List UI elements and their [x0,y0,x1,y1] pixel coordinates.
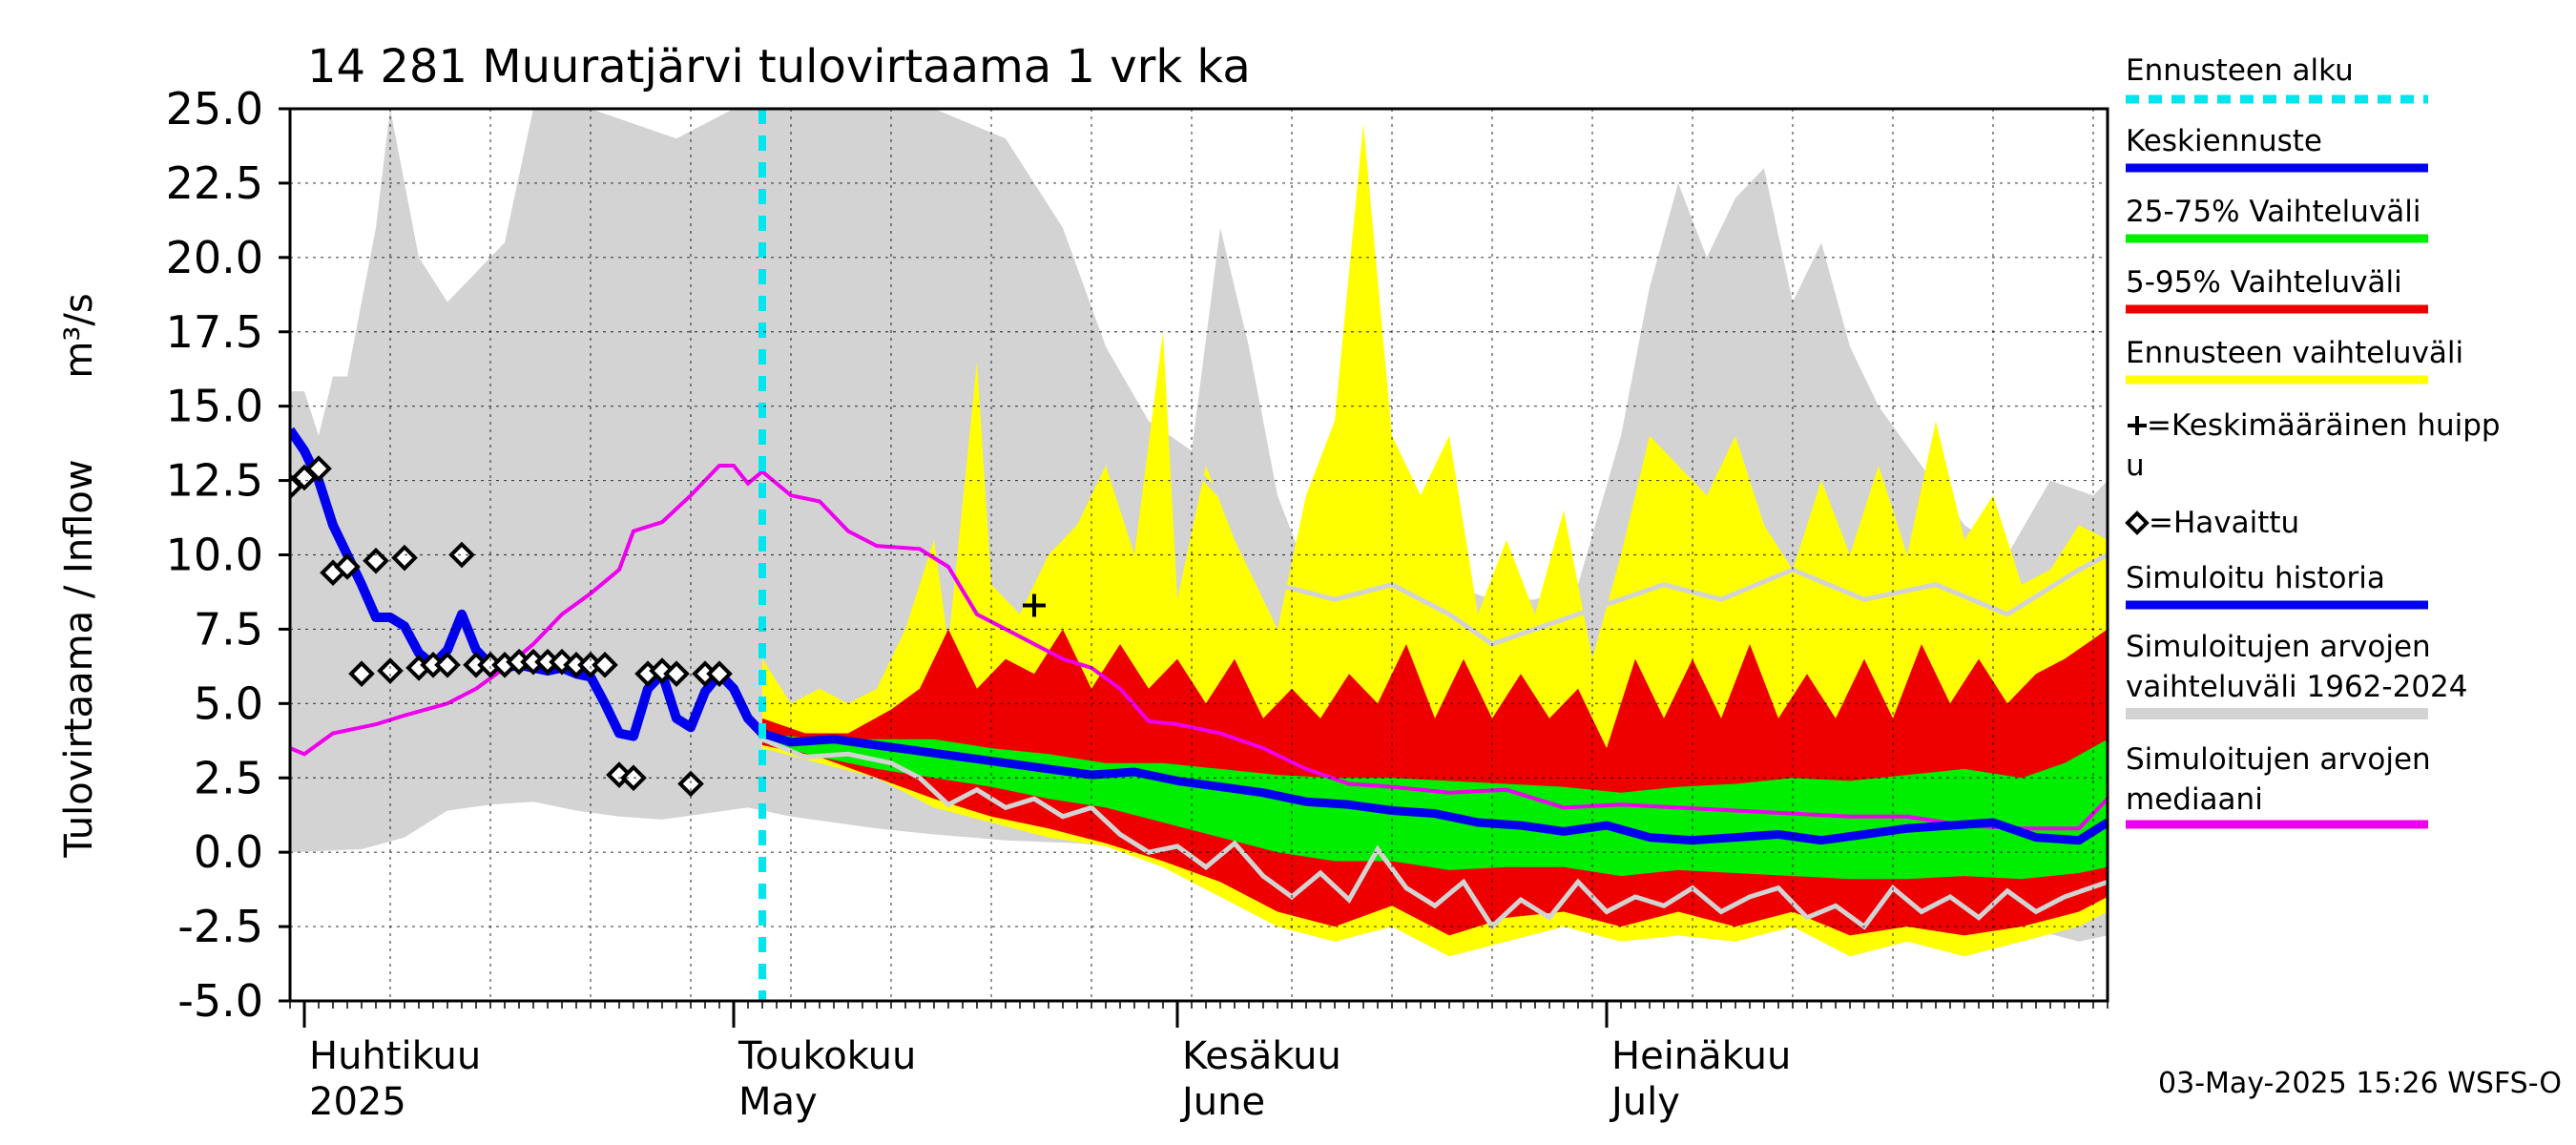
x-month-label: Kesäkuu [1182,1034,1341,1078]
observed-point [305,455,332,482]
legend-label: Ennusteen alku [2126,53,2354,88]
mean-forecast-line [760,729,2108,845]
x-month-label: Toukokuu [737,1034,916,1078]
x-month-sublabel: 2025 [309,1080,406,1124]
legend-label-cont: u [2126,448,2145,483]
y-tick-label: 2.5 [194,752,263,803]
x-month-sublabel: July [1609,1080,1680,1124]
y-axis: 25.0 22.5 20.0 17.5 15.0 12.5 10.0 7.5 5.0 2.5 0.0… [166,83,290,1027]
chart-title: 14 281 Muuratjärvi tulovirtaama 1 vrk ka [307,40,1251,94]
y-axis-unit: m³/s [57,293,101,378]
timestamp: 03-May-2025 15:26 WSFS-O [2158,1067,2562,1100]
observed-point [434,651,461,678]
y-axis-label: Tulovirtaama / Inflow [57,459,101,858]
historical-range-upper-line [1190,464,2108,647]
historical-median-line [290,464,2108,831]
y-tick-label: -5.0 [177,975,263,1027]
legend: Ennusteen alku Keskiennuste 25-75% Vaihtel… [2125,53,2501,829]
observed-point [663,660,690,687]
y-tick-label: 25.0 [166,83,263,135]
legend-label: 5-95% Vaihteluväli [2126,265,2402,300]
legend-plus-marker [2128,416,2147,435]
x-month-sublabel: June [1179,1080,1265,1124]
observed-point [706,660,733,687]
p25-75-band [762,733,2108,880]
y-tick-label: 22.5 [166,157,263,209]
observed-point [448,541,475,569]
observed-point [592,651,618,678]
y-tick-label: 12.5 [166,455,263,507]
x-month-label: Heinäkuu [1611,1034,1791,1078]
legend-label: =Havaittu [2149,506,2299,540]
x-month-sublabel: May [738,1080,818,1124]
legend-diamond-marker [2125,510,2150,535]
mean-peak-marker [1023,593,1046,617]
historical-range-lower-line [761,737,2108,930]
y-tick-label: 15.0 [166,381,263,432]
y-tick-label: -2.5 [177,901,263,952]
legend-label: Simuloitujen arvojen [2126,630,2431,664]
y-tick-label: 0.0 [194,826,263,878]
legend-label: 25-75% Vaihteluväli [2126,195,2421,229]
legend-label-cont: mediaani [2126,782,2263,817]
y-tick-label: 17.5 [166,306,263,358]
legend-label: Keskiennuste [2126,124,2322,158]
legend-label: =Keskimääräinen huipp [2147,408,2501,443]
observed-point [363,547,389,574]
observed-point [677,770,704,798]
y-tick-label: 20.0 [166,232,263,283]
legend-label-cont: vaihteluväli 1962-2024 [2126,670,2467,704]
observed-point [334,553,361,580]
x-month-label: Huhtikuu [309,1034,481,1078]
y-tick-label: 5.0 [194,677,263,729]
plot-frame [288,107,2109,1003]
legend-label: Ennusteen vaihteluväli [2126,336,2463,370]
legend-label: Simuloitu historia [2126,561,2385,595]
plot-area [290,109,2108,1001]
y-tick-label: 10.0 [166,530,263,581]
y-tick-label: 7.5 [194,603,263,655]
observed-point [348,660,375,687]
legend-label: Simuloitujen arvojen [2126,742,2431,777]
